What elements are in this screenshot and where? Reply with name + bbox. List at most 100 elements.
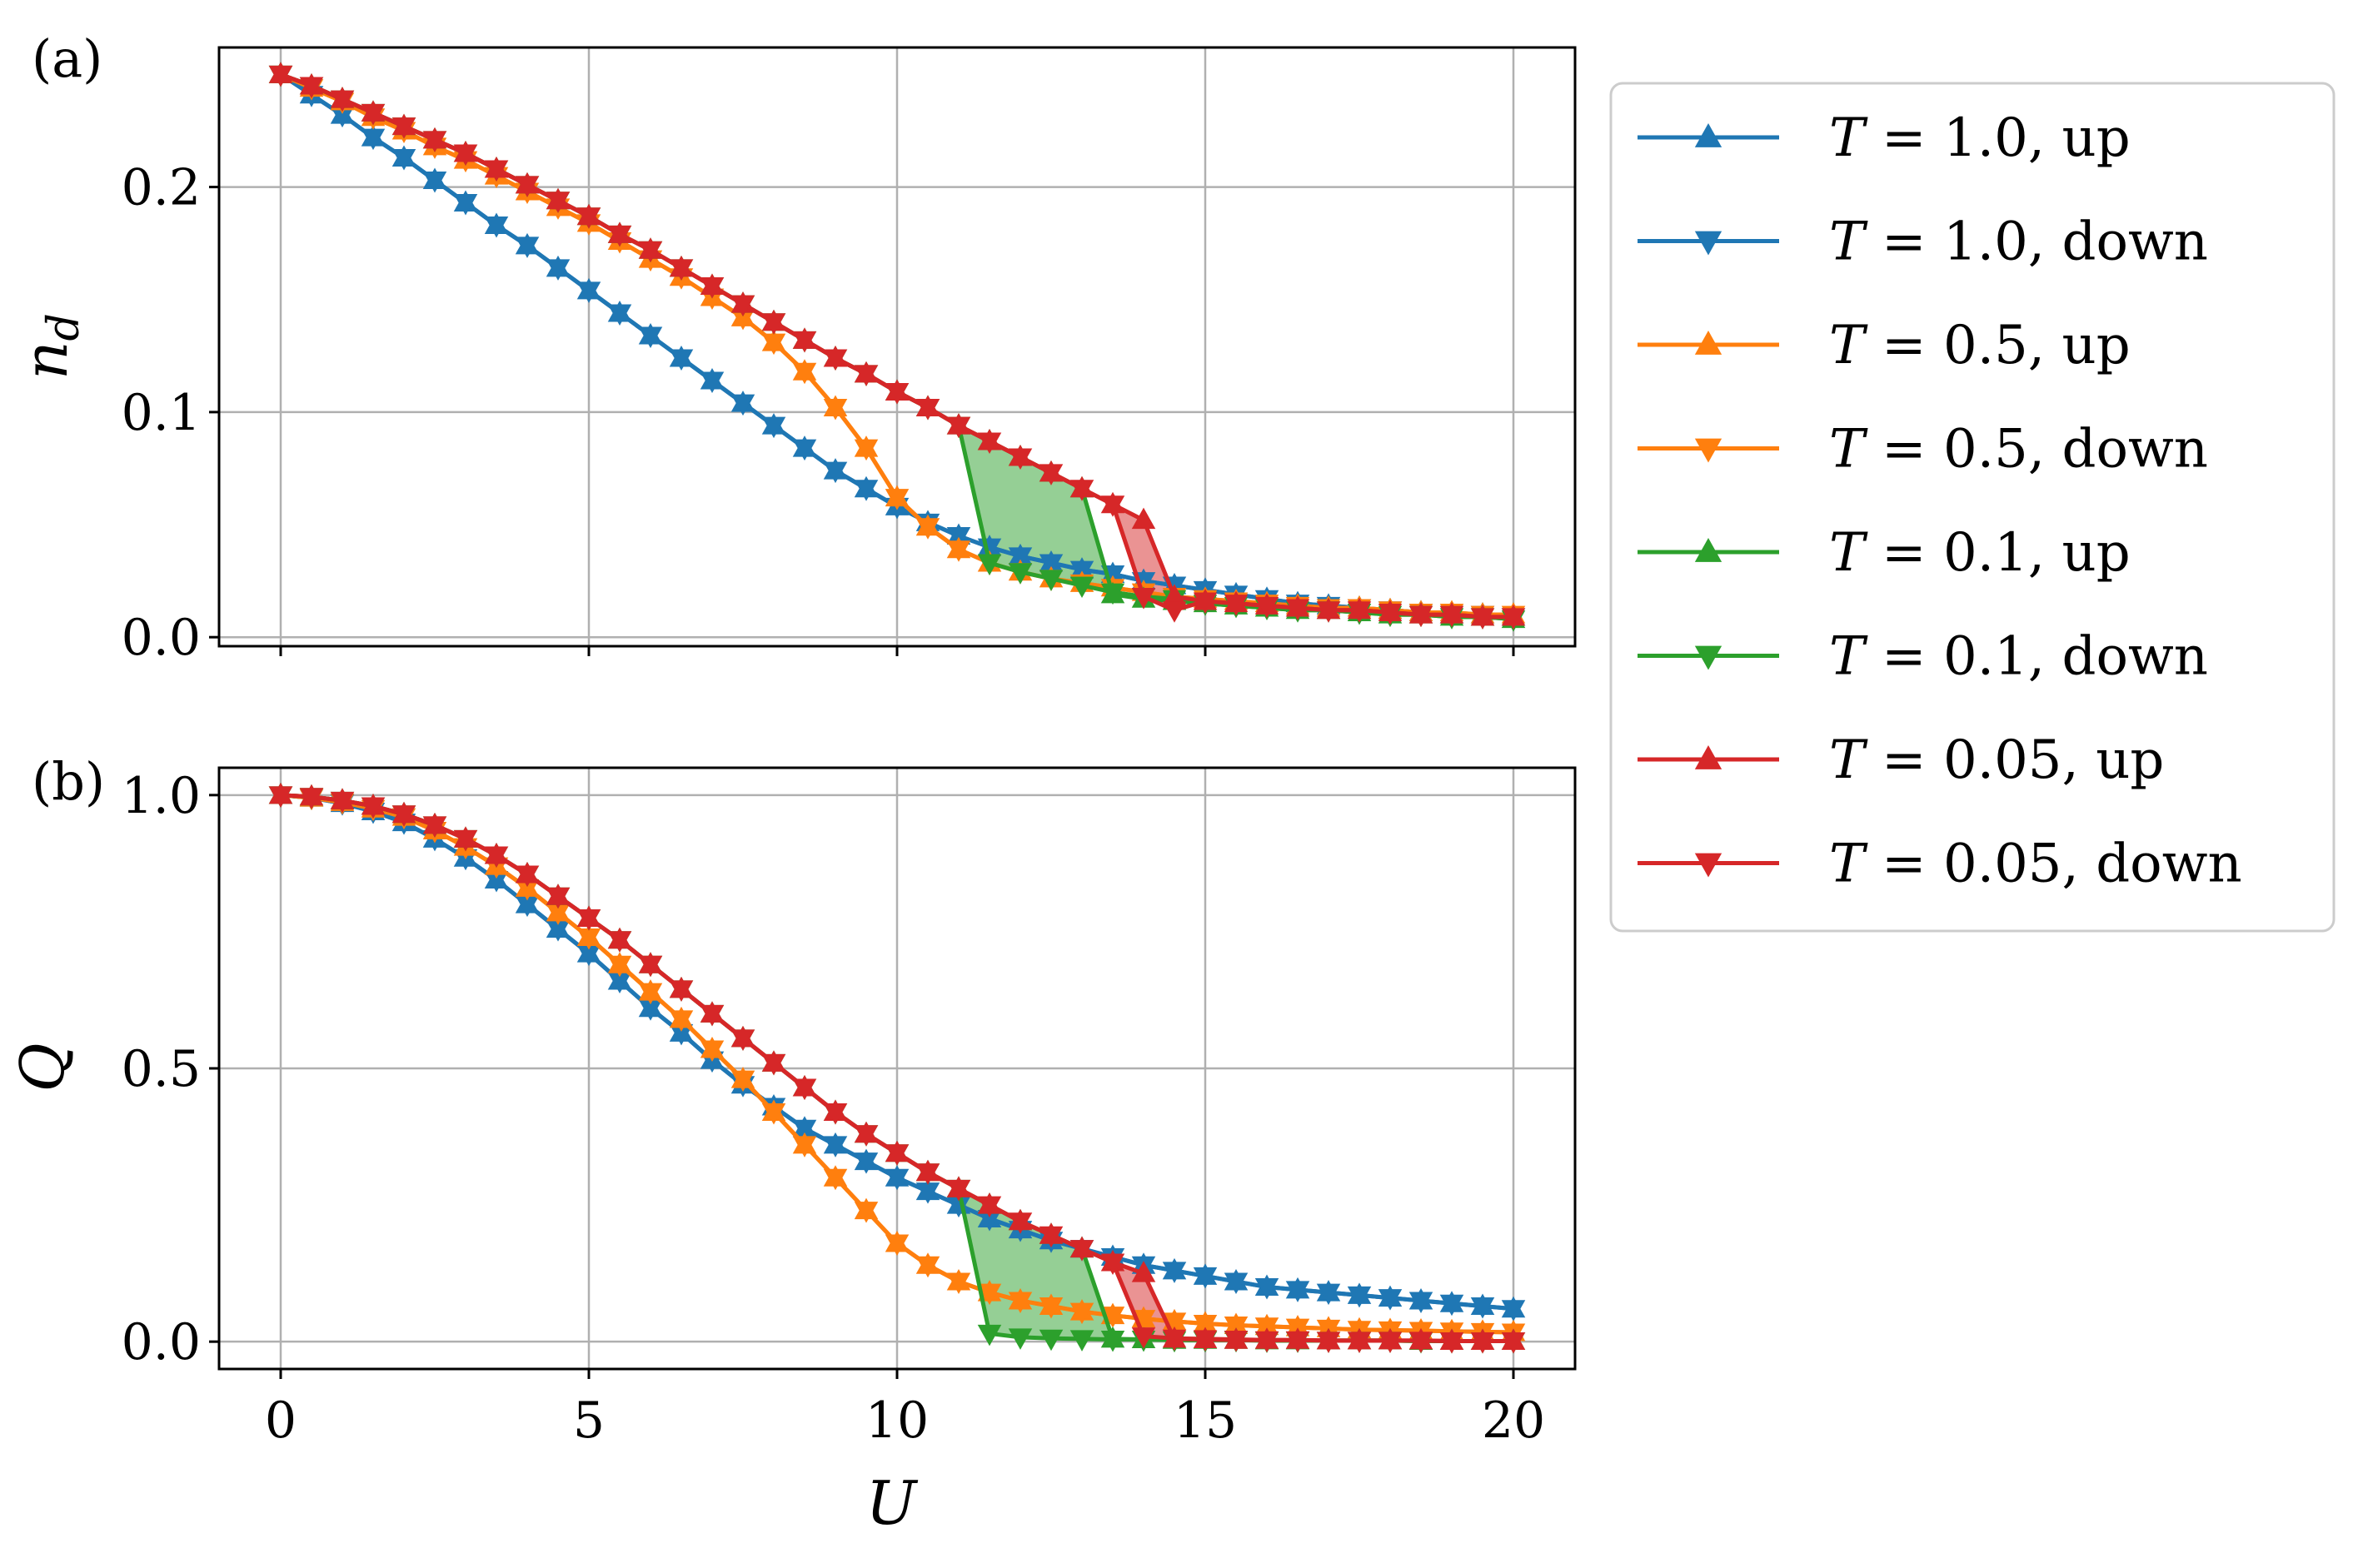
panel-b-grid: [219, 768, 1575, 1369]
panel-a-point-t-0-05-up-28: [1131, 507, 1156, 530]
panel-a-point-t-0-5-down-22: [946, 540, 971, 562]
panel-a-series-t-0-05-down: [268, 65, 1526, 630]
panel-a-point-t-0-05-down-2: [330, 90, 355, 112]
panel-a-point-t-0-05-down-38: [1439, 605, 1464, 628]
panel-a-point-t-0-05-down-13: [669, 259, 694, 281]
panel-a-point-t-0-5-down-15: [730, 308, 755, 331]
panel-b-point-t-1-0-down-18: [823, 1136, 848, 1157]
panel-a-point-t-0-05-down-20: [885, 383, 910, 405]
panel-a-point-t-0-05-down-17: [792, 331, 817, 353]
panel-a-point-t-0-05-down-19: [854, 365, 879, 386]
panel-b-point-t-0-05-down-19: [854, 1125, 879, 1147]
panel-b-point-t-0-05-down-18: [823, 1103, 848, 1125]
panel-a-point-t-1-0-down-8: [515, 236, 540, 258]
panel-b-point-t-0-05-down-20: [885, 1144, 910, 1166]
panel-a-point-t-0-05-down-16: [761, 313, 786, 335]
panel-a-point-t-0-05-down-9: [546, 192, 571, 213]
panel-a-point-t-0-05-down-22: [946, 416, 971, 439]
legend-entry-3: T = 0.5, down: [1638, 419, 2208, 480]
panel-b-point-t-1-0-down-8: [515, 895, 540, 918]
panel-b-point-t-0-05-down-14: [700, 1004, 725, 1027]
panel-b-point-t-0-5-down-18: [823, 1168, 848, 1191]
panel-a-point-t-0-05-down-7: [484, 160, 509, 182]
panel-a-ylabel: nd: [11, 313, 89, 380]
panel-a-point-t-1-0-down-4: [391, 148, 416, 171]
panel-b-point-t-1-0-down-12: [638, 999, 663, 1021]
legend-label-var-3: T: [1829, 419, 1868, 480]
panel-b-point-t-0-05-down-21: [915, 1163, 940, 1185]
legend-box: [1609, 82, 2336, 933]
panel-b-point-t-0-5-down-25: [1039, 1297, 1064, 1319]
panel-b-point-t-0-5-down-24: [1008, 1292, 1033, 1313]
panel-b-point-t-0-05-down-28: [1131, 1327, 1156, 1349]
legend-label-var-7: T: [1829, 834, 1868, 895]
panel-a-point-t-0-05-down-11: [607, 225, 632, 247]
panel-a-point-t-0-1-down-27: [1100, 583, 1125, 605]
panel-b-point-t-0-5-down-29: [1162, 1312, 1187, 1334]
legend-label-3: T = 0.5, down: [1829, 419, 2208, 480]
panel-a-ytick-label-0: 0.0: [122, 609, 201, 667]
legend-label-rest-3: = 0.5, down: [1865, 419, 2208, 480]
panel-b-point-t-1-0-down-23: [977, 1210, 1002, 1232]
panel-a-point-t-0-05-down-26: [1069, 480, 1094, 501]
legend-label-var-6: T: [1829, 729, 1868, 791]
legend-label-0: T = 1.0, up: [1829, 107, 2131, 169]
panel-b-xtick-label-4: 20: [1482, 1391, 1545, 1450]
panel-b-point-t-0-1-down-24: [1008, 1328, 1033, 1350]
panel-a-point-t-0-05-down-3: [361, 103, 386, 126]
panel-b-point-t-0-05-down-22: [946, 1179, 971, 1202]
legend-label-rest-0: = 1.0, up: [1865, 107, 2131, 169]
panel-a-point-t-1-0-down-3: [361, 128, 386, 151]
panel-a-point-t-0-05-down-0: [268, 65, 293, 87]
panel-b-point-t-1-0-down-7: [484, 871, 509, 893]
legend-marker-3: [1694, 438, 1722, 463]
panel-a-point-t-0-5-down-18: [823, 398, 848, 421]
panel-b-point-t-0-1-down-26: [1069, 1330, 1094, 1351]
panel-a-point-t-1-0-down-9: [546, 259, 571, 281]
panel-b-point-t-0-05-down-1: [299, 788, 324, 809]
panel-b-point-t-0-05-down-13: [669, 980, 694, 1002]
panel-a-point-t-0-05-down-32: [1254, 596, 1279, 619]
panel-b-point-t-1-0-down-21: [915, 1182, 940, 1204]
panel-b-point-t-0-5-down-28: [1131, 1310, 1156, 1332]
panel-b-ticks: 0 5 10 15 20 0.0 0.5 1.0: [122, 767, 1546, 1450]
panel-b-point-t-0-05-down-38: [1439, 1332, 1464, 1354]
panel-b-point-t-1-0-down-37: [1408, 1292, 1433, 1313]
panel-a-point-t-0-05-down-34: [1316, 601, 1341, 623]
panel-b-point-t-1-0-down-13: [669, 1023, 694, 1046]
panel-b-point-t-0-5-down-26: [1069, 1302, 1094, 1325]
panel-b-point-t-0-05-down-35: [1347, 1332, 1372, 1353]
legend-marker-5: [1694, 645, 1722, 670]
legend-label-rest-7: = 0.05, down: [1865, 834, 2242, 895]
panel-b-point-t-0-05-down-5: [422, 816, 447, 838]
panel-b-point-t-0-05-down-27: [1100, 1253, 1125, 1276]
panel-b-point-t-0-05-down-9: [546, 887, 571, 909]
panel-b-point-t-0-05-down-34: [1316, 1332, 1341, 1353]
panel-a-point-t-0-5-down-17: [792, 362, 817, 385]
panel-a-point-t-0-05-down-40: [1501, 608, 1526, 630]
panel-b-point-t-1-0-down-31: [1224, 1272, 1249, 1294]
panel-a-point-t-0-05-down-23: [977, 432, 1002, 455]
panel-b-point-t-0-05-down-11: [607, 931, 632, 953]
legend-marker-4: [1694, 538, 1722, 562]
panel-b-point-t-1-0-down-35: [1347, 1286, 1372, 1308]
panel-a-ylabel-base: n: [11, 341, 81, 379]
panel-b-point-t-0-5-down-12: [638, 983, 663, 1005]
panel-b-point-t-1-0-down-40: [1501, 1300, 1526, 1322]
legend-marker-2: [1694, 331, 1722, 355]
panel-b-point-t-0-5-down-11: [607, 955, 632, 978]
panel-b-point-t-1-0-down-33: [1285, 1281, 1310, 1302]
panel-b-ytick-label-2: 1.0: [122, 767, 201, 825]
panel-a-point-t-0-05-down-1: [299, 77, 324, 98]
panel-b-point-t-1-0-down-20: [885, 1168, 910, 1191]
panel-b-point-t-0-05-down-40: [1501, 1332, 1526, 1354]
panel-b-ytick-label-0: 0.0: [122, 1313, 201, 1371]
panel-a-point-t-0-05-down-10: [576, 207, 601, 229]
panel-a-point-t-0-05-down-39: [1470, 608, 1495, 630]
panel-b-xlabel: U: [866, 1468, 919, 1538]
panel-a-point-t-1-0-down-16: [761, 416, 786, 439]
legend-marker-0: [1694, 123, 1722, 147]
panel-b-point-t-1-0-down-30: [1193, 1267, 1218, 1289]
panel-b-point-t-0-05-down-26: [1069, 1240, 1094, 1262]
panel-b-xtick-label-3: 15: [1174, 1391, 1237, 1450]
